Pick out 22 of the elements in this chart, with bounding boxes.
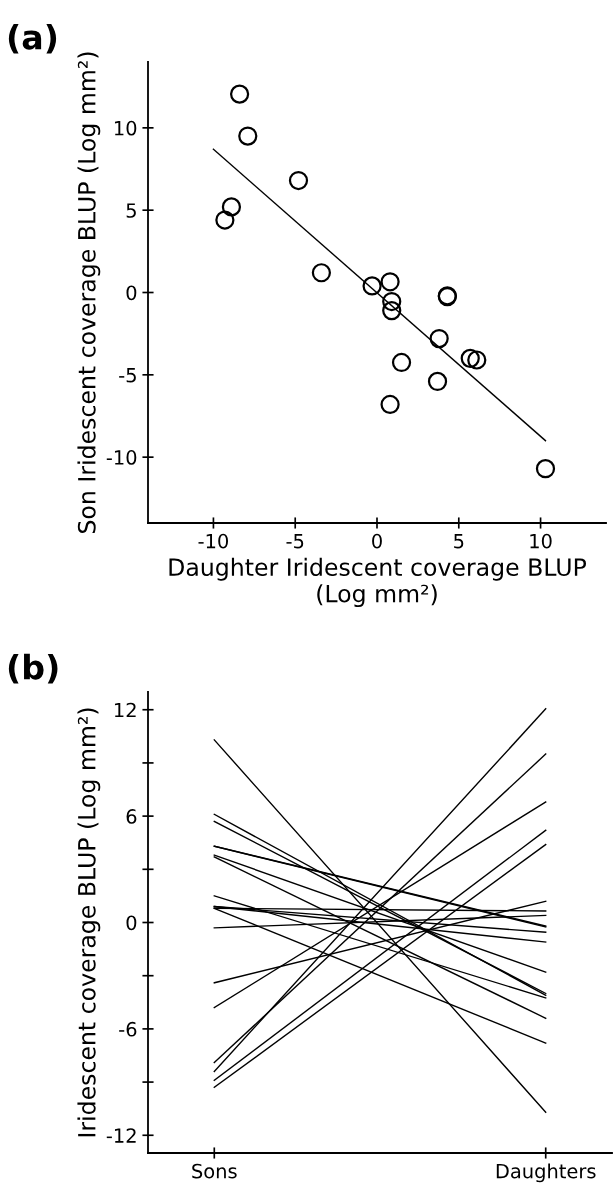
- y-tick-label: -5: [119, 368, 136, 383]
- x-axis-title: Daughter Iridescent coverage BLUP (Log mm²): [169, 557, 587, 608]
- x-tick-label: -10: [198, 533, 229, 549]
- y-tick-label: 0: [126, 915, 137, 931]
- y-tick-label: 6: [126, 809, 137, 824]
- y-tick-label: 0: [126, 285, 137, 301]
- x-tick-label: Sons: [192, 1163, 237, 1179]
- y-tick-label: 10: [114, 120, 137, 136]
- chart-title: (a): [8, 23, 57, 54]
- y-tick-label: 5: [126, 203, 136, 218]
- chart-title: (b): [8, 653, 58, 684]
- y-axis-title: Son Iridescent coverage BLUP (Log mm²): [77, 52, 101, 533]
- y-tick-label: -12: [106, 1128, 136, 1143]
- y-axis-title: Iridescent coverage BLUP (Log mm²): [77, 708, 101, 1137]
- x-tick-label: 5: [454, 534, 464, 549]
- y-tick-label: 12: [114, 702, 136, 718]
- y-tick-label: -10: [106, 450, 137, 465]
- y-tick-label: -6: [119, 1021, 137, 1037]
- x-tick-label: 0: [372, 533, 382, 549]
- x-tick-label: Daughters: [496, 1163, 596, 1183]
- x-tick-label: 10: [530, 533, 552, 549]
- x-tick-label: -5: [286, 534, 304, 549]
